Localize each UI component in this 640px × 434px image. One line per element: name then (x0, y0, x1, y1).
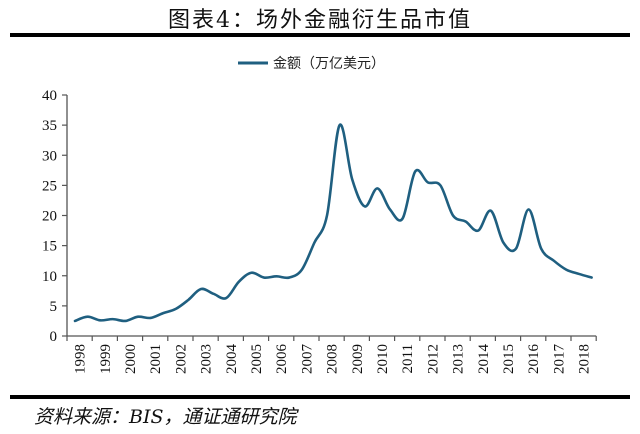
x-tick-label: 1998 (73, 344, 89, 374)
x-tick-label: 2015 (501, 344, 517, 374)
x-tick-label: 2001 (148, 344, 164, 374)
y-tick-label: 10 (42, 269, 57, 285)
series-line-amount (73, 123, 593, 323)
x-tick-label: 2008 (325, 344, 341, 374)
y-tick-label: 5 (50, 299, 58, 315)
x-tick-label: 2009 (350, 344, 366, 374)
x-tick-label: 2010 (375, 344, 391, 374)
x-tick-label: 2017 (551, 344, 567, 375)
x-tick-label: 2018 (577, 344, 593, 374)
y-tick-label: 40 (42, 88, 57, 104)
y-tick-label: 0 (50, 329, 58, 345)
y-tick-label: 25 (42, 178, 57, 194)
x-tick-label: 2013 (451, 344, 467, 374)
chart-title: 图表4：场外金融衍生品市值 (168, 8, 472, 33)
legend-label: 金额（万亿美元） (273, 56, 385, 72)
legend: 金额（万亿美元） (238, 56, 385, 72)
source-note: 资料来源：BIS，通证通研究院 (34, 406, 297, 428)
x-tick-label: 1999 (98, 344, 114, 374)
x-tick-label: 2016 (526, 344, 542, 375)
x-tick-label: 2007 (299, 344, 315, 375)
x-tick-label: 2012 (425, 344, 441, 374)
x-tick-label: 2003 (199, 344, 215, 374)
x-tick-label: 2011 (400, 344, 416, 373)
y-tick-label: 20 (42, 209, 57, 225)
x-tick-label: 2014 (476, 344, 492, 375)
x-tick-label: 2004 (224, 344, 240, 375)
x-tick-label: 2006 (274, 344, 290, 375)
title-divider (10, 33, 630, 37)
x-tick-label: 2005 (249, 344, 265, 374)
y-tick-label: 30 (42, 148, 57, 164)
x-tick-label: 2000 (123, 344, 139, 374)
axes: 0 5 10 15 20 25 30 35 40 1998 1999 2000 2001 2002 2003… (42, 88, 597, 375)
x-tick-label: 2002 (173, 344, 189, 374)
y-tick-label: 15 (42, 239, 57, 255)
y-tick-label: 35 (42, 118, 57, 134)
source-divider (10, 395, 630, 399)
